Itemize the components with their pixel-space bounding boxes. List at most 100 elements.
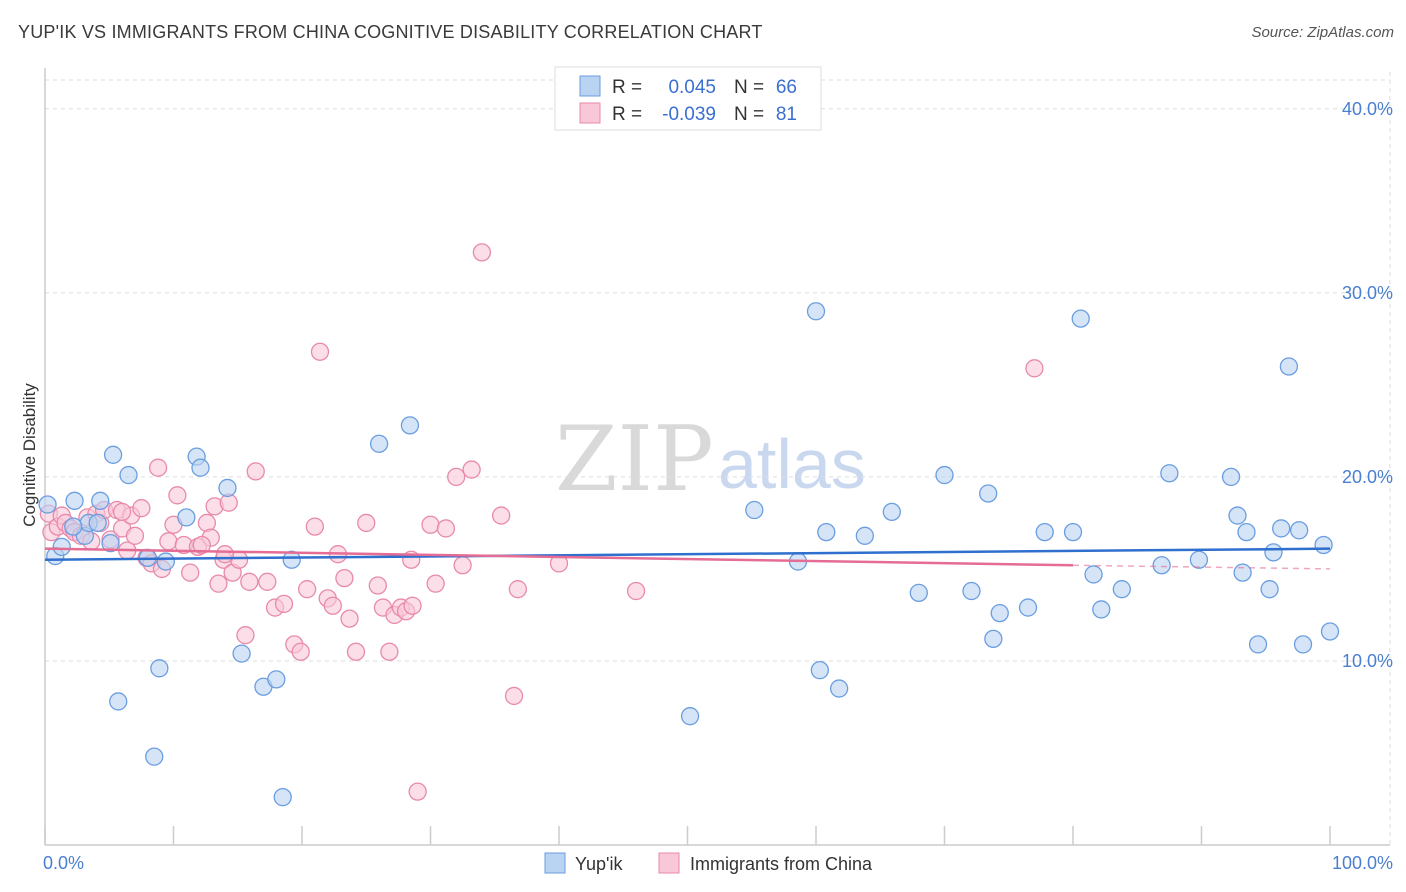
point-yupik-20 <box>232 644 251 663</box>
trend-line-yupik <box>44 547 1331 561</box>
point-yupik-46 <box>1084 565 1103 584</box>
point-yupik-35 <box>882 502 901 522</box>
legend-n-value-1: 66 <box>776 77 797 98</box>
point-yupik-56 <box>1248 635 1268 654</box>
series-legend-label-china: Immigrants from China <box>690 854 873 874</box>
point-yupik-7 <box>91 491 110 510</box>
point-china-56 <box>368 576 387 595</box>
point-yupik-26 <box>400 416 420 435</box>
point-yupik-27 <box>680 707 700 726</box>
point-china-18 <box>125 526 145 545</box>
axes <box>44 68 1390 846</box>
point-yupik-64 <box>1320 622 1340 641</box>
point-yupik-11 <box>119 465 138 485</box>
point-yupik-2 <box>52 537 71 556</box>
legend-r-label-1: R = <box>612 77 642 98</box>
legend-swatch-china <box>579 102 601 124</box>
legend-r-value-2: -0.039 <box>662 104 716 125</box>
point-yupik-54 <box>1233 563 1252 582</box>
legend-r-value-1: 0.045 <box>668 77 716 98</box>
x-tick-label-min: 0.0% <box>43 853 84 873</box>
point-china-45 <box>291 642 310 661</box>
point-china-50 <box>323 596 342 615</box>
point-yupik-10 <box>109 692 128 711</box>
y-axis-label: Cognitive Disability <box>20 383 39 527</box>
point-yupik-9 <box>103 445 123 464</box>
legend-n-value-2: 81 <box>776 104 797 125</box>
series-legend-swatch-china <box>658 852 680 874</box>
y-tick-label-10: 10.0% <box>1342 651 1393 671</box>
series-legend-label-yupik: Yup'ik <box>575 854 623 874</box>
point-china-58 <box>380 642 399 661</box>
stats-legend: R = 0.045 N = 66 R = -0.039 N = 81 <box>554 66 822 131</box>
point-china-70 <box>472 243 492 262</box>
point-yupik-39 <box>979 484 998 503</box>
y-tick-label-40: 40.0% <box>1342 99 1393 119</box>
point-china-39 <box>240 572 259 591</box>
point-china-64 <box>421 515 440 534</box>
point-yupik-45 <box>1071 309 1090 328</box>
point-yupik-6 <box>88 513 107 533</box>
point-yupik-36 <box>909 583 928 603</box>
x-tick-label-max: 100.0% <box>1332 853 1393 873</box>
point-china-66 <box>436 519 456 538</box>
point-yupik-58 <box>1264 543 1283 562</box>
point-yupik-41 <box>990 603 1009 623</box>
point-yupik-60 <box>1279 357 1299 376</box>
point-china-52 <box>335 568 354 588</box>
point-yupik-49 <box>1152 556 1171 575</box>
point-yupik-14 <box>150 659 169 678</box>
trend-lines <box>44 547 1331 570</box>
trend-line-china <box>44 547 1074 567</box>
point-yupik-61 <box>1290 521 1309 540</box>
series-legend: Yup'ik Immigrants from China <box>544 852 873 874</box>
point-yupik-15 <box>156 552 175 571</box>
data-points <box>38 243 1340 807</box>
point-china-48 <box>310 342 330 361</box>
point-yupik-0 <box>38 495 57 514</box>
y-tick-label-20: 20.0% <box>1342 467 1393 487</box>
point-china-65 <box>426 574 445 593</box>
watermark-atlas: atlas <box>718 425 866 503</box>
point-china-19 <box>132 499 151 518</box>
point-china-63 <box>408 782 427 801</box>
point-china-68 <box>453 556 472 575</box>
point-china-69 <box>462 460 481 479</box>
point-china-54 <box>346 642 366 661</box>
point-yupik-53 <box>1228 506 1247 525</box>
legend-n-label-1: N = <box>734 77 764 98</box>
point-china-40 <box>246 462 265 481</box>
point-yupik-16 <box>177 508 196 527</box>
legend-n-label-2: N = <box>734 104 764 125</box>
point-yupik-47 <box>1092 600 1111 619</box>
tick-labels: 10.0% 20.0% 30.0% 40.0% 0.0% 100.0% <box>43 99 1393 873</box>
point-yupik-38 <box>962 581 981 601</box>
point-china-28 <box>181 563 200 582</box>
point-yupik-18 <box>191 458 210 477</box>
point-yupik-52 <box>1221 467 1241 487</box>
point-china-33 <box>209 574 228 593</box>
point-yupik-24 <box>282 550 301 569</box>
point-yupik-28 <box>745 500 764 520</box>
point-china-47 <box>305 517 325 536</box>
point-yupik-40 <box>984 629 1003 649</box>
series-legend-swatch-yupik <box>544 852 566 874</box>
point-yupik-65 <box>64 517 83 536</box>
point-china-55 <box>357 513 376 533</box>
point-yupik-3 <box>65 491 84 510</box>
point-yupik-51 <box>1189 550 1209 569</box>
point-china-78 <box>215 545 235 564</box>
legend-r-label-2: R = <box>612 104 642 125</box>
point-yupik-42 <box>1018 598 1038 617</box>
y-tick-label-30: 30.0% <box>1342 283 1393 303</box>
legend-swatch-yupik <box>579 75 601 97</box>
point-yupik-33 <box>829 679 849 698</box>
point-china-24 <box>159 532 178 551</box>
point-yupik-23 <box>273 787 292 807</box>
point-china-75 <box>626 581 646 601</box>
point-china-62 <box>403 596 422 615</box>
point-yupik-48 <box>1112 580 1131 599</box>
point-china-43 <box>274 594 294 614</box>
point-yupik-50 <box>1160 464 1179 483</box>
